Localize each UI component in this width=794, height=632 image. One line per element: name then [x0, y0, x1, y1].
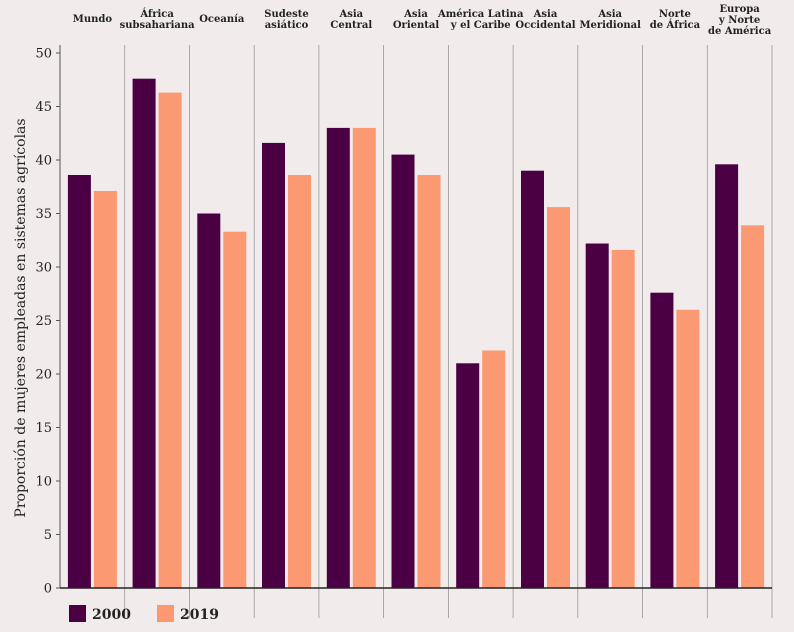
category-label-line: y el Caribe: [450, 20, 511, 31]
bar-2019-6: [482, 350, 506, 588]
bar-2019-1: [158, 92, 182, 588]
bar-marks: [67, 78, 765, 589]
category-label-line: asiático: [265, 20, 309, 31]
bar-2019-0: [93, 191, 117, 588]
category-label-line: Asia: [533, 9, 558, 20]
category-label-line: Oceanía: [199, 14, 245, 25]
category-label-line: Occidental: [515, 20, 575, 31]
bar-2000-8: [585, 243, 609, 588]
bar-2000-5: [391, 154, 415, 588]
y-tick-label: 25: [35, 314, 52, 329]
category-label: Oceanía: [199, 14, 245, 25]
category-label-line: Sudeste: [264, 9, 308, 20]
category-label-line: Meridional: [579, 20, 641, 31]
y-tick-label: 45: [35, 100, 52, 115]
bar-2000-1: [132, 78, 156, 588]
category-label-line: Norte: [659, 9, 691, 20]
y-tick-label: 10: [35, 475, 52, 490]
category-label-line: subsahariana: [120, 20, 196, 31]
category-label: Asia Oriental: [393, 9, 440, 31]
category-label-line: Asia: [597, 9, 622, 20]
category-label-line: de África: [650, 19, 701, 31]
category-label: África subsahariana: [120, 8, 196, 31]
category-label-line: de América: [708, 26, 772, 37]
bar-2000-2: [197, 213, 221, 588]
category-label-line: y Norte: [718, 15, 760, 26]
category-label: Norte de África: [650, 9, 701, 31]
category-label: Asia Central: [330, 9, 372, 31]
category-label: Europa y Norte de América: [708, 4, 772, 37]
y-tick-label: 20: [35, 368, 52, 383]
bar-2000-9: [650, 292, 674, 588]
y-tick-label: 0: [44, 582, 52, 597]
bar-2019-3: [288, 175, 311, 588]
bar-2019-10: [741, 225, 765, 589]
y-tick-label: 15: [35, 421, 52, 436]
category-label-line: Oriental: [393, 20, 440, 31]
category-separators: [124, 45, 773, 618]
bar-2000-10: [715, 164, 739, 589]
category-label-line: África: [139, 8, 174, 20]
bar-2000-7: [521, 170, 544, 588]
category-label: Sudeste asiático: [264, 9, 308, 31]
bar-2000-0: [67, 175, 91, 588]
y-tick-label: 30: [35, 261, 52, 276]
legend-swatch-2000: [69, 605, 86, 622]
bar-2000-6: [456, 363, 480, 588]
legend-label-2000: 2000: [92, 607, 131, 623]
category-label-line: Central: [330, 20, 372, 31]
bar-2000-4: [326, 127, 350, 589]
bar-2019-5: [417, 175, 441, 588]
bar-2019-2: [223, 231, 247, 588]
y-axis-ticks: 0 5 10 15 20 25 30 35 40 45 50: [35, 47, 60, 597]
category-label-line: Mundo: [73, 14, 113, 25]
bar-2019-9: [676, 309, 700, 588]
category-label: América Latina y el Caribe: [437, 9, 524, 31]
y-tick-label: 50: [35, 47, 52, 62]
category-label: Asia Occidental: [515, 9, 575, 31]
legend: 2000 2019: [69, 605, 219, 623]
category-label-line: Asia: [338, 9, 363, 20]
y-tick-label: 35: [35, 207, 52, 222]
axes: [59, 45, 772, 589]
category-label-line: Europa: [719, 4, 760, 15]
legend-swatch-2019: [157, 605, 174, 622]
bar-2000-3: [262, 142, 285, 588]
category-label: Mundo: [73, 14, 113, 25]
y-tick-label: 5: [44, 528, 52, 543]
legend-label-2019: 2019: [180, 607, 219, 623]
category-label: Asia Meridional: [579, 9, 641, 31]
bar-2019-4: [352, 127, 376, 589]
bar-2019-7: [547, 207, 570, 588]
y-axis-label: Proporción de mujeres empleadas en siste…: [13, 118, 29, 517]
bar-2019-8: [611, 249, 635, 588]
category-label-line: América Latina: [437, 9, 524, 20]
category-label-line: Asia: [403, 9, 428, 20]
y-tick-label: 40: [35, 154, 52, 169]
